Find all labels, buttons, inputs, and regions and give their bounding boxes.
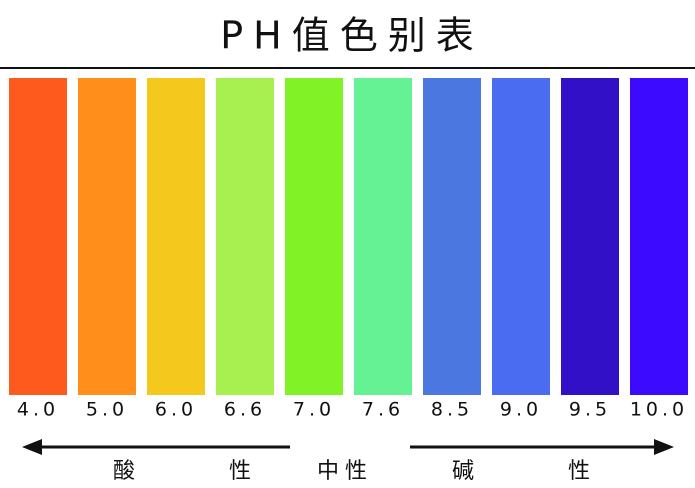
base-arrow-head xyxy=(654,439,674,455)
color-swatch xyxy=(285,78,343,395)
color-swatch xyxy=(78,78,136,395)
ph-label: 6.0 xyxy=(155,399,197,421)
color-swatch xyxy=(9,78,67,395)
ph-label: 6.6 xyxy=(224,399,266,421)
ph-label: 9.5 xyxy=(569,399,611,421)
color-swatch xyxy=(216,78,274,395)
neutral-label: 中性 xyxy=(317,459,373,484)
color-swatch xyxy=(423,78,481,395)
ph-label: 10.0 xyxy=(630,399,688,421)
color-swatch xyxy=(561,78,619,395)
title: PH值色别表 xyxy=(220,14,484,58)
acid-label: 酸性 xyxy=(113,459,345,484)
ph-label: 9.0 xyxy=(500,399,542,421)
color-swatch xyxy=(630,78,688,395)
color-swatch xyxy=(354,78,412,395)
arrows xyxy=(22,439,674,455)
ph-label: 8.5 xyxy=(431,399,473,421)
ph-label: 7.6 xyxy=(362,399,404,421)
base-label: 碱性 xyxy=(452,459,684,484)
color-swatch xyxy=(147,78,205,395)
title-rule xyxy=(0,67,695,69)
ph-label: 4.0 xyxy=(17,399,59,421)
ph-label: 5.0 xyxy=(86,399,128,421)
acid-arrow-head xyxy=(22,439,42,455)
color-swatch xyxy=(492,78,550,395)
ph-label: 7.0 xyxy=(293,399,335,421)
